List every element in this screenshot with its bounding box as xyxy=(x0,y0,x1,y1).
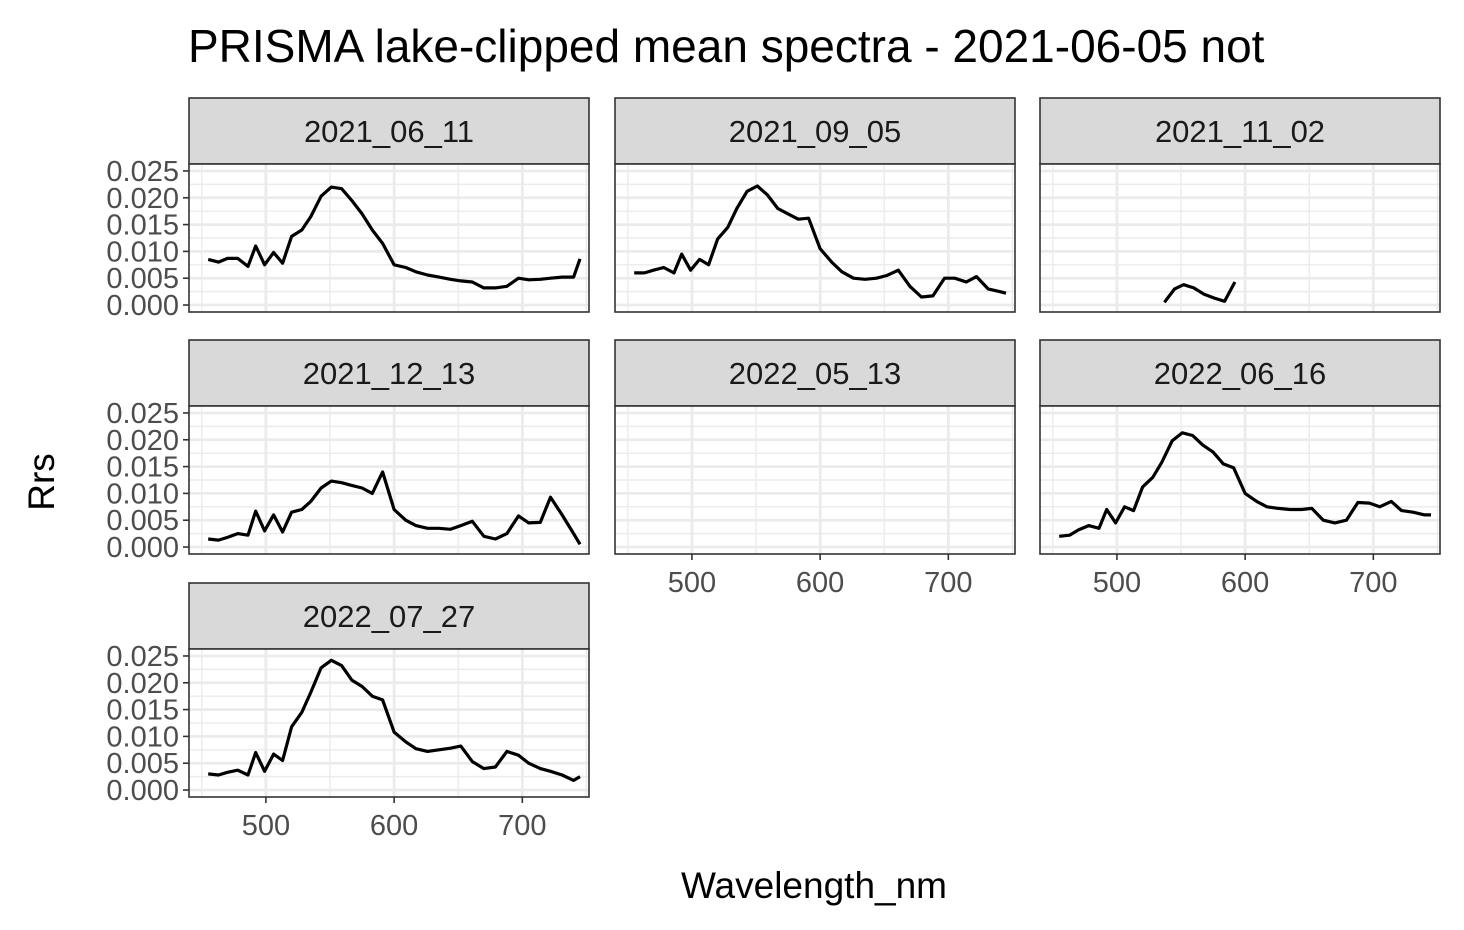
facet-strip xyxy=(188,97,590,165)
panel-border xyxy=(188,648,590,798)
panel-border xyxy=(614,163,1016,313)
series-line xyxy=(208,470,582,546)
y-tick-label: 0.020 xyxy=(106,425,179,457)
y-tick-label: 0.020 xyxy=(106,668,179,700)
facet-panel-2021_11_02: 2021_11_02 xyxy=(1039,97,1441,313)
y-tick-label: 0.020 xyxy=(106,183,179,215)
facet-strip xyxy=(1039,97,1441,165)
series-line xyxy=(1059,431,1431,538)
panel-border xyxy=(1039,163,1441,313)
y-tick-label: 0.010 xyxy=(106,478,179,510)
y-tick-label: 0.005 xyxy=(106,748,179,780)
facet-panel-2022_06_16: 2022_06_16 500 600 700 xyxy=(1039,339,1441,599)
x-tick-label: 700 xyxy=(1349,567,1397,599)
facet-panel-2022_05_13: 2022_05_13 500 600 700 xyxy=(614,339,1016,599)
y-tick-label: 0.010 xyxy=(106,236,179,268)
y-tick-label: 0.025 xyxy=(106,641,179,673)
x-tick-label: 700 xyxy=(924,567,972,599)
series-line xyxy=(634,184,1007,299)
panel-border xyxy=(188,163,590,313)
facet-panel-2021_09_05: 2021_09_05 xyxy=(614,97,1016,313)
series-line xyxy=(208,658,581,782)
y-axis-title: Rrs xyxy=(21,453,62,511)
y-tick-label: 0.025 xyxy=(106,398,179,430)
facet-strip-label: 2021_12_13 xyxy=(303,356,475,391)
x-tick-label: 500 xyxy=(1093,567,1141,599)
facet-strip-label: 2022_06_16 xyxy=(1154,356,1326,391)
facet-panels: 2021_06_110.0000.0050.0100.0150.0200.025… xyxy=(106,97,1441,842)
y-tick-label: 0.000 xyxy=(106,775,179,807)
facet-strip xyxy=(188,582,590,650)
x-tick-label: 600 xyxy=(796,567,844,599)
panel-border xyxy=(614,405,1016,555)
y-tick-label: 0.025 xyxy=(106,156,179,188)
x-axis-title: Wavelength_nm xyxy=(681,865,947,906)
facet-strip xyxy=(614,339,1016,407)
y-tick-label: 0.000 xyxy=(106,290,179,322)
y-tick-label: 0.015 xyxy=(106,695,179,727)
x-tick-label: 600 xyxy=(1221,567,1269,599)
y-tick-label: 0.015 xyxy=(106,452,179,484)
series-line xyxy=(1163,281,1237,304)
panel-border xyxy=(1039,405,1441,555)
facet-panel-2022_07_27: 2022_07_27 0.0000.0050.0100.0150.0200.025… xyxy=(106,582,590,842)
facet-strip xyxy=(188,339,590,407)
x-tick-label: 600 xyxy=(370,810,418,842)
facet-strip-label: 2022_07_27 xyxy=(303,599,475,634)
y-tick-label: 0.010 xyxy=(106,721,179,753)
x-tick-label: 700 xyxy=(498,810,546,842)
series-line xyxy=(207,185,582,290)
facet-strip-label: 2021_11_02 xyxy=(1155,114,1325,149)
y-tick-label: 0.005 xyxy=(106,505,179,537)
y-tick-label: 0.005 xyxy=(106,263,179,295)
facet-strip xyxy=(614,97,1016,165)
facet-strip-label: 2021_06_11 xyxy=(304,114,474,149)
y-tick-label: 0.000 xyxy=(106,532,179,564)
x-tick-label: 500 xyxy=(242,810,290,842)
facet-strip-label: 2022_05_13 xyxy=(729,356,901,391)
facet-strip-label: 2021_09_05 xyxy=(729,114,901,149)
y-tick-label: 0.015 xyxy=(106,210,179,242)
x-tick-label: 500 xyxy=(668,567,716,599)
chart-title: PRISMA lake-clipped mean spectra - 2021-… xyxy=(188,20,1265,72)
panel-border xyxy=(188,405,590,555)
